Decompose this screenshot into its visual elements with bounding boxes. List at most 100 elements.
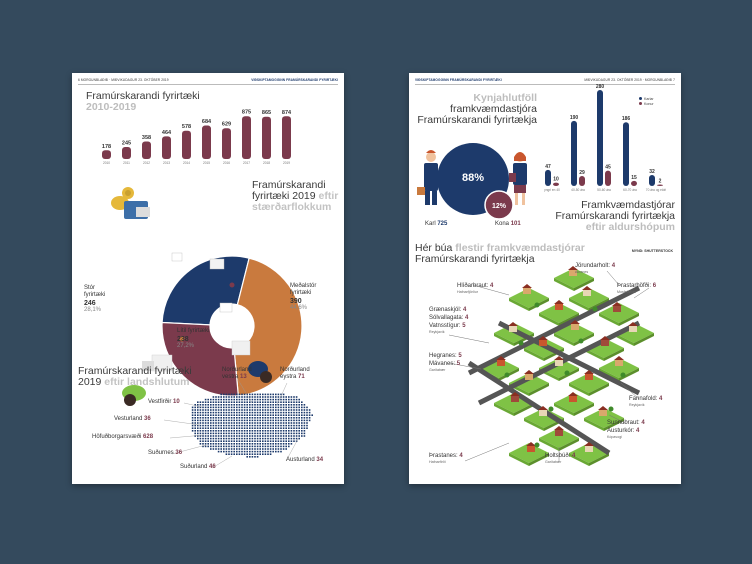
map-dot <box>277 445 280 448</box>
map-dot <box>301 435 303 437</box>
isometric-neighbourhood-illustration <box>448 266 654 466</box>
map-dot <box>256 435 259 437</box>
map-dot <box>243 445 246 448</box>
age-bar-1-Karlar <box>571 120 577 186</box>
map-dot <box>225 414 228 416</box>
size-medal-name2: fyrirtæki <box>290 290 312 296</box>
map-dot <box>282 406 285 409</box>
region-sudurland: Suðurland 46 <box>180 464 216 471</box>
iso-tile-side <box>509 453 529 466</box>
age-bar-2-Konur <box>605 170 611 186</box>
map-dot <box>298 404 300 406</box>
desk-items-illustration <box>171 252 235 342</box>
map-dot <box>295 398 298 401</box>
map-dot <box>199 424 202 427</box>
tree-icon <box>534 302 540 308</box>
map-dot <box>254 398 256 401</box>
map-dot <box>204 422 207 424</box>
map-dot <box>212 411 215 414</box>
map-dot <box>290 419 293 422</box>
male-label: Karl <box>425 221 436 227</box>
map-dot <box>254 419 256 422</box>
map-dot <box>267 419 269 422</box>
house-icon <box>555 304 563 310</box>
map-dot <box>210 440 212 442</box>
map-dot <box>306 427 308 429</box>
map-dot <box>238 414 241 416</box>
street-label: Hegranes: 5 <box>429 353 462 360</box>
year-bar-2014 <box>182 130 191 159</box>
map-dot <box>217 419 220 422</box>
map-dot <box>204 427 207 429</box>
map-dot <box>262 414 264 416</box>
street-label: Austurkór: 4 Kópavogi <box>607 428 639 440</box>
map-dot <box>295 437 298 440</box>
street-count: 4 <box>572 453 576 459</box>
map-dot <box>228 422 230 424</box>
house-roof-icon <box>554 426 564 430</box>
gender-label-male: Karl 725 <box>425 221 447 228</box>
map-dot <box>280 435 282 437</box>
map-dot <box>215 427 217 429</box>
map-dot <box>293 406 295 409</box>
map-dot <box>256 422 259 424</box>
house-roof-icon <box>508 322 518 326</box>
map-dot <box>288 422 290 424</box>
map-dot <box>254 393 256 396</box>
map-dot <box>251 453 254 455</box>
map-dot <box>197 430 199 432</box>
iso-tile-side <box>599 313 619 326</box>
map-dot <box>217 430 220 432</box>
street-town: Mosfellsbær <box>617 290 637 294</box>
map-dot <box>288 424 290 427</box>
map-dot <box>293 437 295 440</box>
map-dot <box>262 409 264 411</box>
map-dot <box>210 437 212 440</box>
map-dot <box>290 435 293 437</box>
map-dot <box>293 414 295 416</box>
map-dot <box>259 448 261 450</box>
map-dot <box>194 435 196 437</box>
region-leader-line <box>163 419 201 426</box>
map-dot <box>202 427 204 429</box>
map-dot <box>251 443 254 445</box>
map-dot <box>280 432 282 435</box>
map-dot <box>311 414 313 416</box>
map-dot <box>251 430 254 432</box>
map-dot <box>207 406 209 409</box>
map-dot <box>275 411 277 414</box>
map-dot <box>259 398 261 401</box>
map-dot <box>280 417 282 419</box>
map-dot <box>277 419 280 422</box>
map-dot <box>212 414 215 416</box>
map-dot <box>223 393 225 396</box>
year-bar-2015 <box>202 125 211 159</box>
iso-tile-side <box>509 298 529 311</box>
map-dot <box>295 409 298 411</box>
house-roof-icon <box>582 286 592 290</box>
iso-tile-side <box>539 313 559 326</box>
map-dot <box>241 432 243 435</box>
iso-tile-side <box>559 438 579 451</box>
map-dot <box>197 411 199 414</box>
map-dot <box>259 422 261 424</box>
map-dot <box>269 448 272 450</box>
map-dot <box>262 406 264 409</box>
map-dot <box>282 445 285 448</box>
street-label: Holtsbúð: 4 Garðabær <box>545 453 575 465</box>
map-dot <box>228 453 230 455</box>
map-dot <box>238 401 241 403</box>
map-dot <box>264 445 267 448</box>
map-dot <box>238 424 241 427</box>
map-dot <box>210 401 212 403</box>
map-dot <box>254 406 256 409</box>
map-dot <box>267 414 269 416</box>
map-dot <box>191 414 194 416</box>
map-dot <box>272 417 274 419</box>
map-dot <box>212 396 215 398</box>
map-dot <box>251 406 254 409</box>
map-dot <box>238 398 241 401</box>
map-dot <box>290 406 293 409</box>
map-dot <box>223 430 225 432</box>
map-dot <box>290 409 293 411</box>
